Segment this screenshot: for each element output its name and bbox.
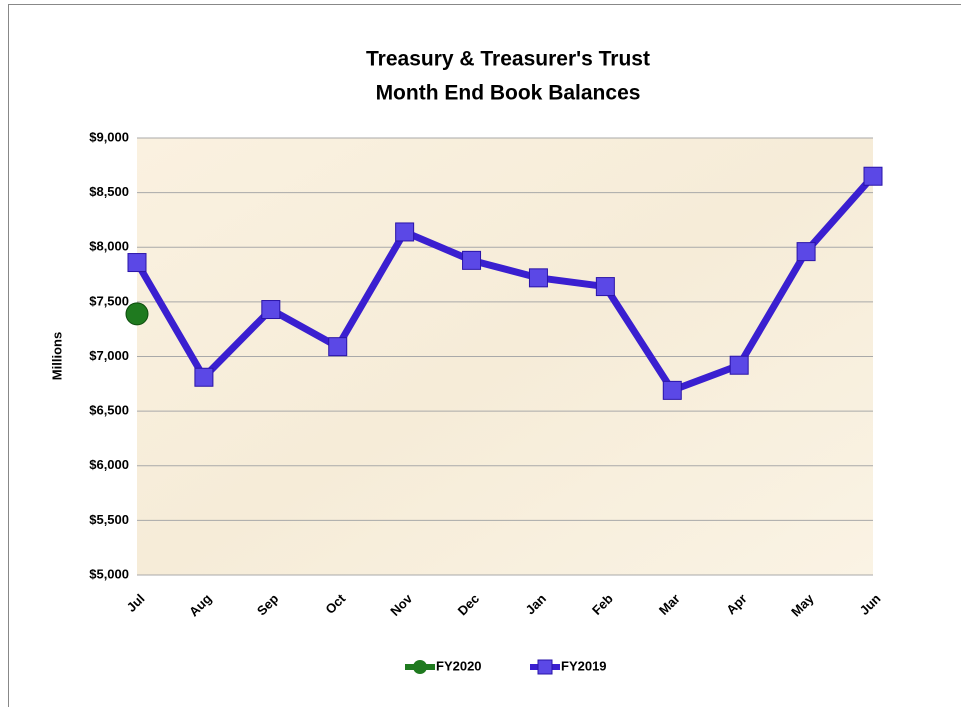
point <box>595 277 615 297</box>
y-tick-label: $8,000 <box>89 239 129 254</box>
y-tick-label: $8,500 <box>89 184 129 199</box>
y-tick-label: $7,500 <box>89 293 129 308</box>
point <box>528 268 548 288</box>
point <box>863 166 883 186</box>
chart-title: Treasury & Treasurer's Trust <box>366 48 650 71</box>
point <box>127 253 147 273</box>
point <box>796 242 816 262</box>
y-tick-label: $9,000 <box>89 129 129 144</box>
y-tick-label: $7,000 <box>89 348 129 363</box>
legend-label: FY2019 <box>561 658 607 673</box>
legend-marker <box>413 660 427 674</box>
y-axis-label: Millions <box>49 332 64 380</box>
y-tick-label: $6,500 <box>89 403 129 418</box>
point <box>395 222 415 242</box>
point <box>261 300 281 320</box>
y-tick-label: $5,000 <box>89 566 129 581</box>
point <box>328 337 348 357</box>
point <box>125 302 149 326</box>
point <box>462 250 482 270</box>
point <box>194 367 214 387</box>
point <box>662 380 682 400</box>
legend-marker <box>537 659 553 675</box>
series-line <box>133 173 876 394</box>
y-tick-label: $6,000 <box>89 457 129 472</box>
chart-subtitle: Month End Book Balances <box>376 82 641 105</box>
y-tick-label: $5,500 <box>89 512 129 527</box>
point <box>729 355 749 375</box>
legend-label: FY2020 <box>436 658 482 673</box>
